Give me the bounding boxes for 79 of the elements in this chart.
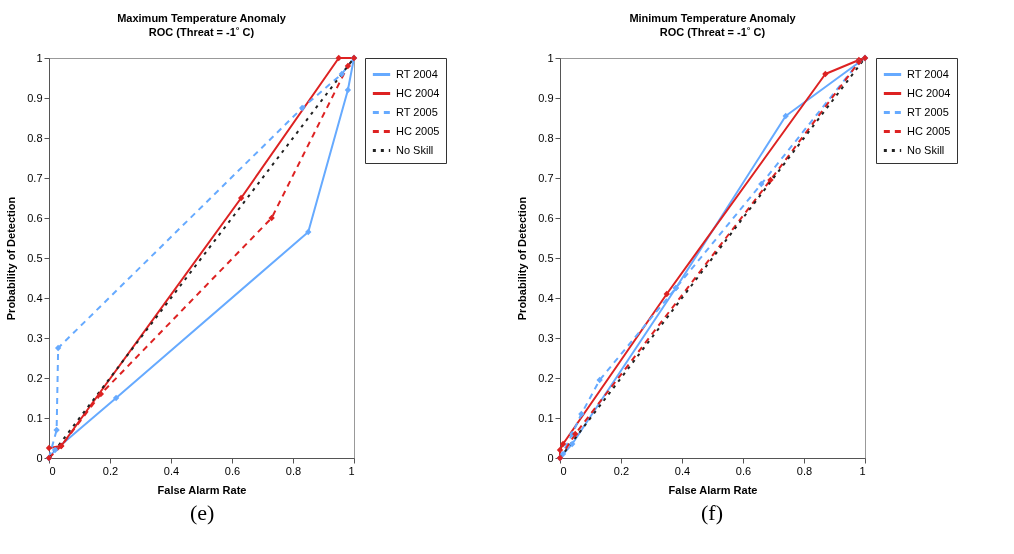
x-tick-label: 0.6 — [735, 464, 752, 477]
y-tick-label: 0.2 — [538, 371, 554, 384]
x-tick-label: 0.6 — [224, 464, 241, 477]
x-axis-title: False Alarm Rate — [668, 483, 758, 496]
point — [556, 446, 564, 454]
x-tick-label: 1 — [859, 464, 866, 477]
legend-label: No Skill — [907, 143, 945, 156]
point — [767, 176, 774, 184]
point — [51, 446, 59, 454]
x-tick-label: 0 — [560, 464, 567, 477]
y-tick-label: 0.7 — [27, 171, 43, 184]
x-tick-label: 0.4 — [674, 464, 691, 477]
x-tick-label: 0.2 — [102, 464, 119, 477]
y-tick-label: 0.9 — [27, 91, 43, 104]
legend-label: HC 2004 — [907, 86, 951, 99]
text: (e) — [189, 500, 216, 526]
point — [305, 228, 312, 236]
point — [822, 70, 829, 78]
y-tick-label: 0.5 — [27, 251, 43, 264]
point — [112, 394, 120, 402]
legend-label: HC 2004 — [396, 86, 440, 99]
chart-subtitle: ROC (Threat = -1˚ C) — [148, 26, 255, 38]
point — [596, 376, 603, 384]
y-tick-label: 0.4 — [538, 291, 554, 304]
legend-label: RT 2004 — [396, 67, 438, 80]
point — [578, 410, 585, 418]
point — [338, 70, 345, 78]
point — [758, 180, 765, 188]
point — [782, 112, 789, 120]
point — [344, 86, 352, 94]
point — [53, 426, 60, 434]
x-tick-label: 0 — [49, 464, 56, 477]
point — [559, 440, 567, 448]
x-tick-label: 0.8 — [796, 464, 813, 477]
y-tick-label: 0.1 — [538, 411, 554, 424]
y-axis-title: Probability of Detection — [516, 196, 529, 321]
point — [54, 344, 62, 352]
point — [97, 390, 105, 398]
x-tick-label: 0.4 — [163, 464, 180, 477]
point — [344, 62, 352, 70]
x-tick-label: 0.8 — [285, 464, 302, 477]
y-tick-label: 0.8 — [538, 131, 554, 144]
y-tick-label: 0.2 — [27, 371, 43, 384]
chart-title: Maximum Temperature Anomaly — [117, 12, 287, 24]
legend-label: No Skill — [396, 143, 434, 156]
text: (f) — [700, 500, 724, 526]
point — [237, 194, 245, 202]
y-tick-label: 0.3 — [538, 331, 554, 344]
legend-label: RT 2004 — [907, 67, 949, 80]
y-tick-label: 0.9 — [538, 91, 554, 104]
y-axis-title: Probability of Detection — [5, 196, 18, 321]
point — [268, 214, 275, 222]
point — [559, 450, 567, 458]
y-tick-label: 1 — [547, 51, 554, 64]
point — [45, 444, 53, 452]
point — [335, 54, 342, 62]
point — [298, 104, 306, 112]
y-tick-label: 0.6 — [538, 211, 554, 224]
y-tick-label: 0 — [36, 451, 43, 464]
legend-label: HC 2005 — [396, 124, 440, 137]
chart-title: Minimum Temperature Anomaly — [629, 12, 797, 24]
y-tick-label: 0.5 — [538, 251, 554, 264]
legend-label: RT 2005 — [907, 105, 949, 118]
y-tick-label: 0.6 — [27, 211, 43, 224]
legend-label: RT 2005 — [396, 105, 438, 118]
y-tick-label: 0.7 — [538, 171, 554, 184]
y-tick-label: 0.4 — [27, 291, 43, 304]
y-tick-label: 1 — [36, 51, 43, 64]
chart-subtitle: ROC (Threat = -1˚ C) — [659, 26, 766, 38]
y-tick-label: 0 — [547, 451, 554, 464]
legend-label: HC 2005 — [907, 124, 951, 137]
y-tick-label: 0.8 — [27, 131, 43, 144]
x-tick-label: 1 — [348, 464, 355, 477]
y-tick-label: 0.3 — [27, 331, 43, 344]
x-tick-label: 0.2 — [613, 464, 630, 477]
point — [663, 290, 670, 298]
point — [569, 440, 576, 448]
x-axis-title: False Alarm Rate — [157, 483, 247, 496]
y-tick-label: 0.1 — [27, 411, 43, 424]
